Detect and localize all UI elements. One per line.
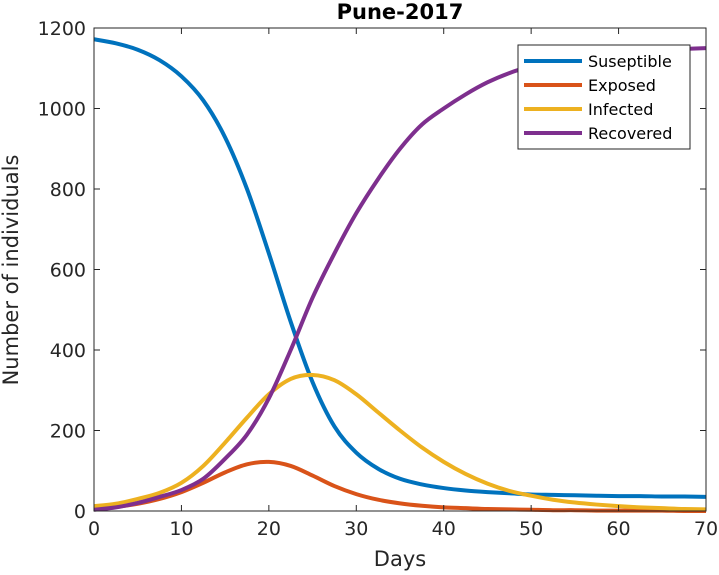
y-axis-label: Number of individuals [0,155,23,386]
x-tick-label: 20 [257,518,281,540]
legend-label-exposed: Exposed [588,76,656,95]
legend-label-suseptible: Suseptible [588,52,672,71]
y-tick-label: 800 [50,179,86,201]
y-tick-label: 600 [50,260,86,282]
legend: Suseptible Exposed Infected Recovered [517,44,691,150]
series-line-infected [93,372,707,512]
y-tick-label: 0 [74,501,86,523]
series-line-suseptible [93,37,707,499]
chart-title: Pune-2017 [337,0,464,24]
y-tick-label: 400 [50,340,86,362]
axis-ticks: 0 10 20 30 40 50 60 70 0 200 400 600 800 1000 1200 [38,18,718,540]
legend-label-recovered: Recovered [588,124,672,143]
series-lines [93,37,707,514]
x-tick-label: 30 [344,518,368,540]
y-tick-label: 1200 [38,18,86,40]
x-tick-label: 70 [694,518,718,540]
x-tick-label: 50 [519,518,543,540]
x-tick-label: 10 [169,518,193,540]
legend-label-infected: Infected [588,100,653,119]
y-tick-label: 200 [50,421,86,443]
x-tick-label: 0 [88,518,100,540]
y-tick-label: 1000 [38,99,86,121]
x-tick-label: 60 [606,518,630,540]
x-axis-label: Days [374,547,426,571]
x-tick-label: 40 [432,518,456,540]
